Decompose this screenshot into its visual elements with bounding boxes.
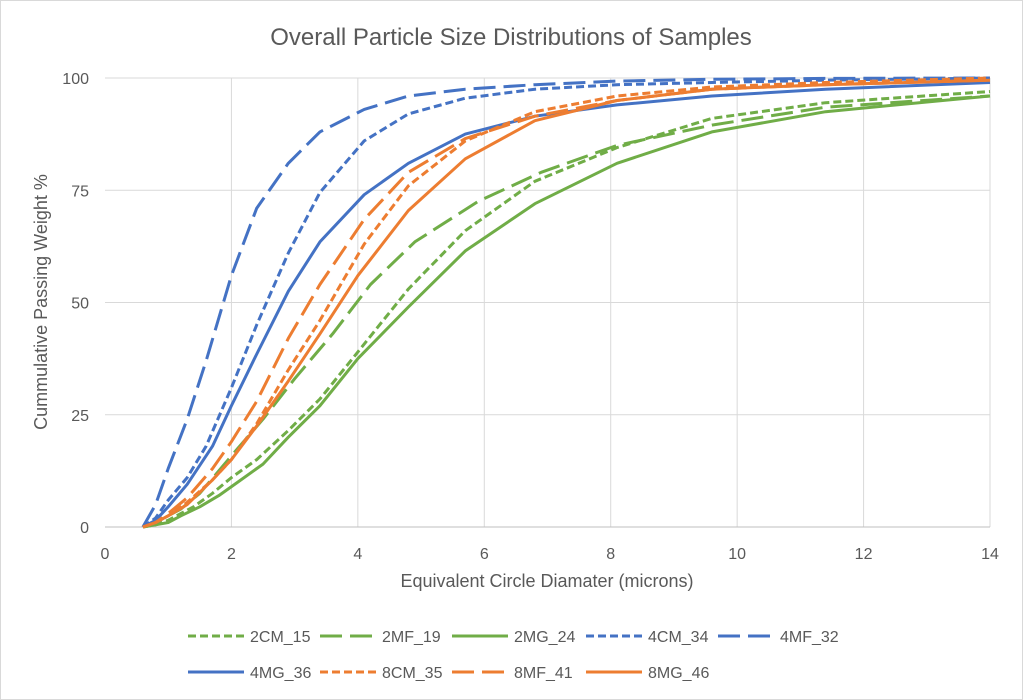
legend-label: 2MG_24 [514, 629, 575, 646]
legend-label: 8MF_41 [514, 665, 573, 682]
x-tick-label: 4 [353, 546, 362, 563]
legend-item: 2MF_19 [320, 629, 441, 646]
legend-label: 2MF_19 [382, 629, 441, 646]
legend-item: 8MF_41 [452, 665, 573, 682]
series-lines [141, 76, 991, 529]
x-tick-label: 0 [101, 546, 110, 563]
legend-label: 4MG_36 [250, 665, 311, 682]
x-tick-label: 2 [227, 546, 236, 563]
series-line-8mf-41 [142, 78, 991, 529]
legend-label: 4CM_34 [648, 629, 709, 646]
legend-label: 2CM_15 [250, 629, 311, 646]
legend-item: 4MG_36 [188, 665, 311, 682]
series-line-4mg-36 [142, 81, 991, 529]
legend-item: 4MF_32 [718, 629, 839, 646]
y-tick-label: 50 [71, 296, 89, 313]
y-tick-label: 25 [71, 408, 89, 425]
x-tick-label: 6 [480, 546, 489, 563]
x-axis-label: Equivalent Circle Diamater (microns) [400, 571, 693, 591]
series-line-4cm-34 [142, 76, 991, 529]
legend-label: 8CM_35 [382, 665, 443, 682]
series-line-8mg-46 [142, 78, 991, 529]
chart-title: Overall Particle Size Distributions of S… [270, 24, 752, 51]
legend-item: 8CM_35 [320, 665, 443, 682]
legend-item: 8MG_46 [586, 665, 709, 682]
series-line-2cm-15 [142, 90, 991, 529]
series-line-2mf-19 [142, 94, 991, 529]
legend-item: 2CM_15 [188, 629, 311, 646]
x-tick-label: 12 [855, 546, 873, 563]
y-tick-label: 100 [62, 71, 89, 88]
grid [105, 77, 991, 527]
y-tick-label: 0 [80, 520, 89, 537]
legend-item: 2MG_24 [452, 629, 575, 646]
legend-label: 4MF_32 [780, 629, 839, 646]
legend-label: 8MG_46 [648, 665, 709, 682]
x-tick-label: 14 [981, 546, 999, 563]
y-tick-label: 75 [71, 183, 89, 200]
x-tick-label: 8 [606, 546, 615, 563]
series-line-4mf-32 [141, 76, 991, 528]
axes: 0 2 4 6 8 10 12 14 0 25 50 75 100 [62, 71, 999, 563]
y-axis-label: Cummulative Passing Weight % [31, 174, 51, 430]
legend-item: 4CM_34 [586, 629, 709, 646]
legend: 2CM_15 2MF_19 2MG_24 4CM_34 4MF_32 4MG_36 8CM_… [188, 629, 839, 682]
series-line-2mg-24 [142, 94, 991, 529]
x-tick-label: 10 [728, 546, 746, 563]
